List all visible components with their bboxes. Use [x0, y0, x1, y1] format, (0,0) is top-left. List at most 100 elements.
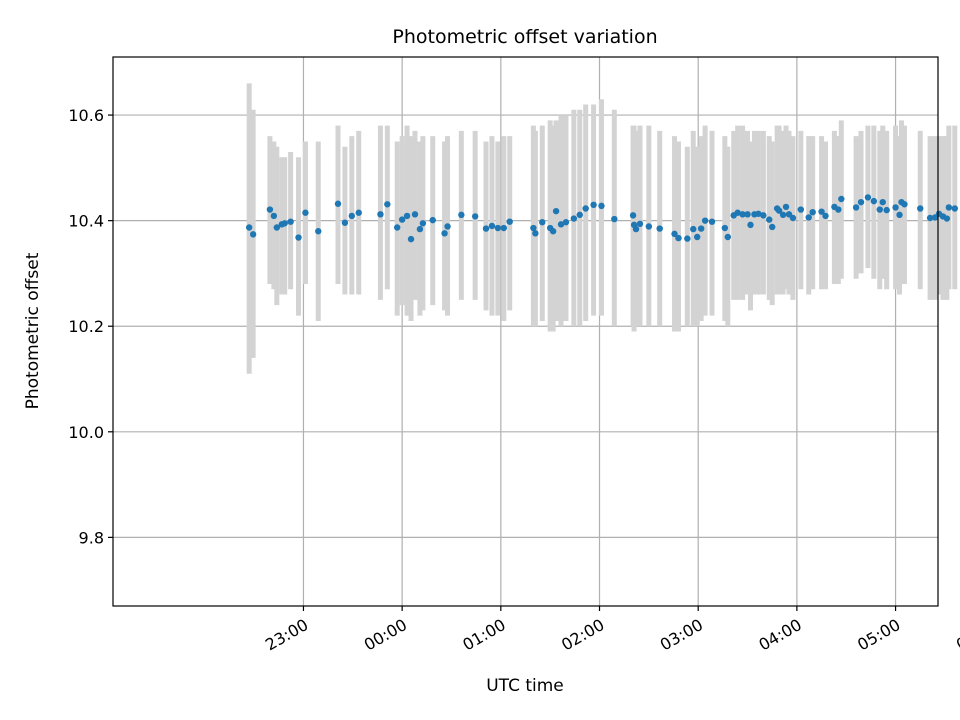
data-point [747, 221, 754, 229]
x-tick-label: 05:00 [854, 615, 903, 655]
data-point [557, 221, 565, 228]
data-point [775, 207, 783, 214]
data-point [805, 214, 812, 221]
data-point [552, 207, 560, 215]
data-point [629, 212, 637, 219]
data-point [724, 233, 732, 241]
data-point [951, 205, 958, 212]
data-point [582, 205, 589, 212]
y-axis-ticks: 9.8 10.0 10.2 10.4 10.6 [68, 106, 113, 547]
data-point [797, 206, 805, 213]
y-tick-label: 10.6 [68, 106, 104, 125]
x-tick-label: 04:00 [755, 615, 804, 655]
data-point [245, 224, 253, 231]
data-point [281, 220, 288, 227]
data-point [945, 204, 953, 211]
data-point [809, 208, 816, 216]
x-tick-label: 06:00 [953, 615, 960, 655]
x-tick-label: 03:00 [657, 615, 706, 655]
data-point [656, 225, 663, 232]
data-point [632, 225, 640, 233]
data-point [416, 225, 424, 233]
x-tick-label: 23:00 [262, 615, 311, 655]
data-point [295, 234, 302, 241]
data-point [506, 218, 513, 225]
data-point [779, 211, 787, 219]
data-point [398, 216, 406, 223]
data-point [838, 195, 845, 203]
y-tick-label: 10.0 [68, 423, 104, 442]
data-point [500, 224, 507, 232]
x-tick-label: 02:00 [558, 615, 607, 655]
data-point [273, 224, 281, 231]
data-point [355, 209, 362, 216]
data-point [852, 204, 860, 211]
data-point [645, 223, 653, 230]
data-point [864, 194, 872, 201]
data-point [334, 200, 342, 207]
y-axis-label: Photometric offset [23, 252, 43, 409]
data-point [270, 212, 278, 220]
data-point [394, 224, 401, 231]
data-point [769, 223, 776, 231]
data-point [532, 230, 539, 237]
data-point [636, 220, 644, 228]
chart-title: Photometric offset variation [392, 26, 657, 48]
data-point [403, 212, 411, 220]
data-point [818, 208, 825, 215]
data-point [694, 233, 701, 241]
data-point [876, 206, 883, 213]
data-point [419, 220, 427, 227]
data-point [348, 212, 356, 220]
data-point [287, 218, 294, 225]
data-point [611, 215, 618, 223]
data-point [943, 215, 951, 222]
data-point [835, 206, 842, 213]
data-point [671, 230, 678, 238]
data-point [444, 223, 451, 230]
data-point [488, 222, 496, 230]
data-point [690, 225, 697, 233]
data-point [249, 231, 257, 238]
data-point [901, 201, 908, 208]
y-tick-label: 10.2 [68, 317, 104, 336]
data-point [883, 206, 890, 214]
data-point [598, 202, 605, 210]
data-point [539, 219, 546, 226]
data-point [377, 211, 384, 218]
data-point [926, 214, 934, 222]
data-point [896, 211, 903, 219]
data-point [482, 225, 490, 232]
data-point [471, 213, 479, 220]
data-point [892, 204, 899, 211]
error-bars [246, 83, 958, 374]
data-point [576, 211, 583, 219]
data-point [755, 210, 762, 217]
x-tick-label: 00:00 [361, 615, 410, 655]
x-axis-label: UTC time [486, 676, 564, 696]
data-point [675, 234, 682, 242]
x-axis-ticks: 23:00 00:00 01:00 02:00 03:00 04:00 05:00 06:00 [262, 606, 960, 655]
y-tick-label: 9.8 [79, 528, 104, 547]
data-point [760, 212, 767, 219]
data-point [870, 197, 878, 205]
data-point [411, 211, 419, 218]
data-point [341, 219, 349, 226]
data-markers [245, 194, 958, 243]
data-point [570, 215, 578, 222]
data-point [857, 198, 865, 206]
data-point [744, 211, 751, 218]
data-point [917, 205, 924, 212]
data-point [721, 224, 729, 232]
x-tick-label: 01:00 [459, 615, 508, 655]
data-point [697, 225, 705, 232]
data-point [590, 201, 597, 209]
data-point [739, 211, 746, 218]
data-point [782, 203, 790, 211]
y-tick-label: 10.4 [68, 212, 104, 231]
data-point [458, 211, 465, 219]
data-point [549, 228, 557, 235]
data-point [407, 235, 415, 243]
data-point [879, 198, 886, 206]
